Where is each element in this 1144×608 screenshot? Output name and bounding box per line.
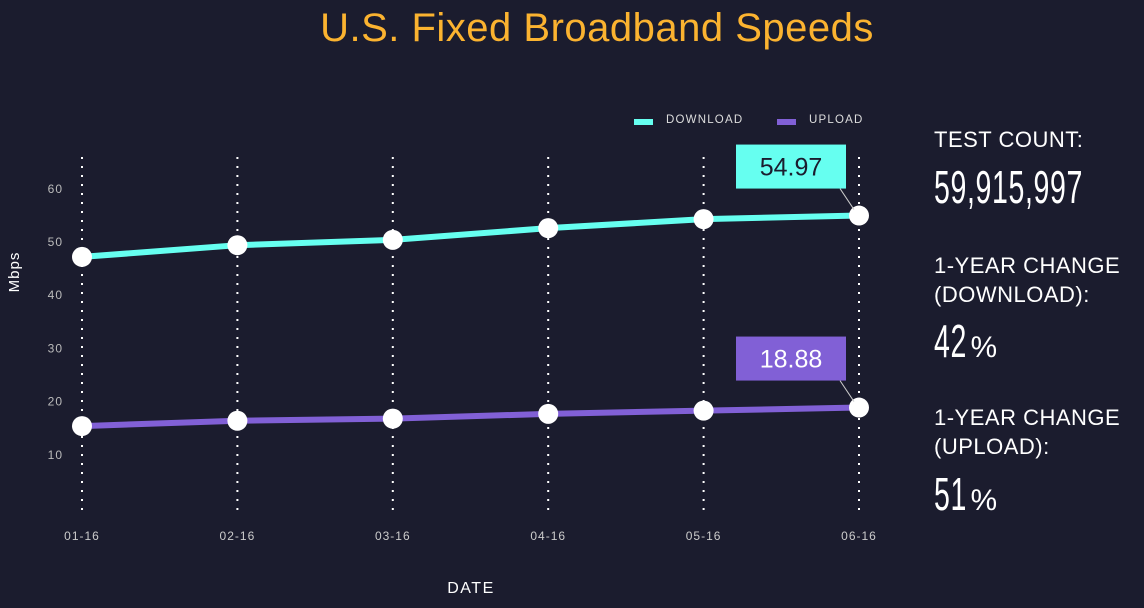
percent-sign: % [970, 331, 999, 364]
callout-box [736, 336, 846, 381]
legend-swatch [777, 119, 796, 125]
chart-title: U.S. Fixed Broadband Speeds [320, 6, 874, 50]
callout-connector [839, 380, 855, 402]
data-point [227, 235, 248, 256]
callout-value: 54.97 [760, 154, 823, 182]
data-point [693, 400, 714, 421]
legend-label: UPLOAD [809, 114, 864, 126]
legend-swatch [634, 119, 653, 125]
value: 51 [934, 468, 967, 520]
y-tick-label: 60 [48, 182, 63, 196]
y-tick-label: 50 [48, 235, 63, 249]
y-tick-label: 30 [48, 341, 63, 355]
x-tick-label: 05-16 [686, 529, 722, 543]
test-count-value: 59,915,997 [934, 161, 1083, 213]
callout-value: 18.88 [760, 346, 823, 374]
download-change-value: 42% [934, 314, 997, 368]
data-point [538, 218, 559, 239]
data-point [849, 205, 869, 226]
label-line-2: (UPLOAD): [934, 434, 1050, 459]
y-tick-label: 20 [48, 395, 63, 409]
label-line-1: 1-YEAR CHANGE [934, 253, 1121, 278]
data-point [227, 410, 248, 431]
y-tick-label: 10 [48, 448, 63, 462]
label-line-1: 1-YEAR CHANGE [934, 405, 1121, 430]
data-point [72, 246, 92, 267]
y-tick-label: 40 [48, 288, 63, 302]
data-point [849, 397, 869, 418]
y-axis-label: Mbps [6, 252, 23, 293]
test-count-label: TEST COUNT: [934, 127, 1084, 152]
x-tick-label: 04-16 [530, 529, 566, 543]
data-point [382, 408, 403, 429]
x-axis-label: DATE [447, 580, 494, 597]
data-point [538, 403, 559, 424]
data-point [693, 209, 714, 230]
legend-label: DOWNLOAD [666, 114, 743, 126]
label-line-2: (DOWNLOAD): [934, 282, 1090, 307]
series-line-download [81, 212, 860, 260]
upload-change-label: 1-YEAR CHANGE (UPLOAD): [934, 403, 1120, 461]
percent-sign: % [970, 484, 999, 517]
callout-connector [839, 188, 855, 210]
x-tick-label: 01-16 [64, 529, 100, 543]
x-tick-label: 06-16 [841, 529, 877, 543]
value: 42 [934, 315, 967, 367]
x-tick-label: 03-16 [375, 529, 411, 543]
upload-change-value: 51% [934, 467, 997, 521]
series-line-upload [81, 404, 860, 430]
callout-box [736, 144, 846, 189]
download-change-label: 1-YEAR CHANGE (DOWNLOAD): [934, 251, 1120, 309]
data-point [72, 416, 92, 437]
data-point [382, 229, 403, 250]
x-tick-label: 02-16 [220, 529, 256, 543]
